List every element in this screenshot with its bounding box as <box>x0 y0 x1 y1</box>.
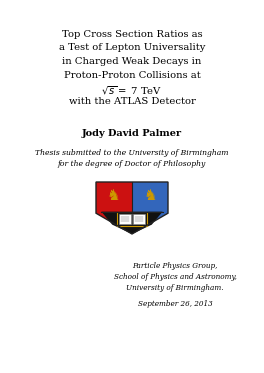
Polygon shape <box>96 182 132 234</box>
Text: Top Cross Section Ratios as: Top Cross Section Ratios as <box>62 30 202 39</box>
Text: September 26, 2013: September 26, 2013 <box>138 300 212 308</box>
Text: for the degree of Doctor of Philosophy: for the degree of Doctor of Philosophy <box>58 160 206 168</box>
Polygon shape <box>101 211 163 234</box>
Text: Particle Physics Group,: Particle Physics Group, <box>132 262 218 270</box>
Text: ♞: ♞ <box>106 188 120 203</box>
Text: Jody David Palmer: Jody David Palmer <box>82 129 182 138</box>
Polygon shape <box>132 182 168 234</box>
Text: School of Physics and Astronomy,: School of Physics and Astronomy, <box>114 273 237 281</box>
Text: a Test of Lepton Universality: a Test of Lepton Universality <box>59 44 205 53</box>
Text: University of Birmingham.: University of Birmingham. <box>126 284 224 292</box>
Polygon shape <box>119 214 131 225</box>
Text: ♞: ♞ <box>144 188 158 203</box>
Polygon shape <box>133 214 145 225</box>
Text: $\sqrt{s}=$ 7 TeV: $\sqrt{s}=$ 7 TeV <box>101 84 163 97</box>
Text: in Charged Weak Decays in: in Charged Weak Decays in <box>62 57 202 66</box>
Text: Proton-Proton Collisions at: Proton-Proton Collisions at <box>64 70 200 79</box>
Text: Thesis submitted to the University of Birmingham: Thesis submitted to the University of Bi… <box>35 149 229 157</box>
Text: with the ATLAS Detector: with the ATLAS Detector <box>69 97 195 107</box>
